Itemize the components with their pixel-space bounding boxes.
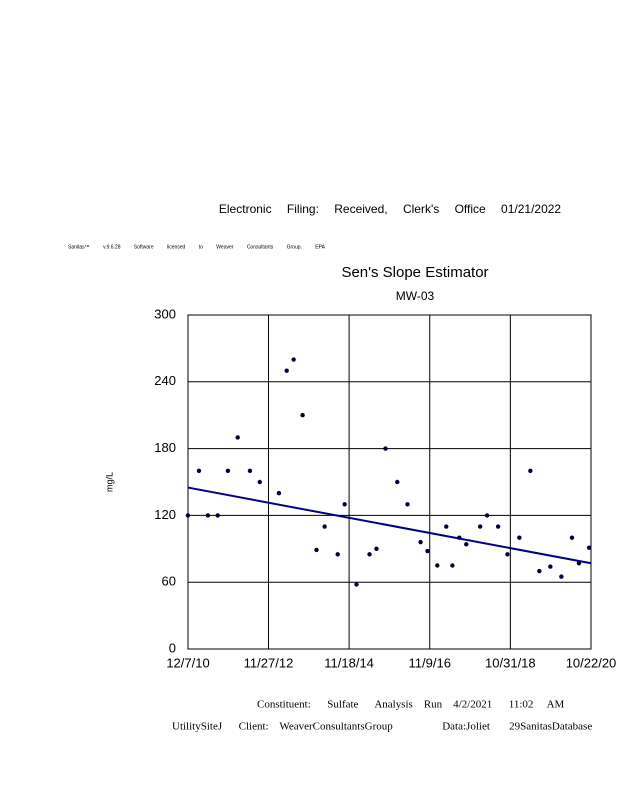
x-tick-label: 11/9/16	[409, 655, 451, 670]
data-point	[477, 524, 483, 529]
data-point	[517, 535, 522, 540]
data-point	[559, 574, 564, 579]
y-tick-label: 60	[162, 574, 176, 589]
data-point	[569, 535, 575, 540]
data-point	[528, 468, 533, 474]
data-point	[284, 368, 289, 373]
y-tick-label: 120	[154, 507, 176, 522]
x-tick-label: 10/31/18	[485, 655, 536, 670]
data-point	[383, 446, 388, 451]
data-point	[464, 542, 469, 547]
data-point	[225, 468, 231, 474]
filing-stamp: Electronic Filing: Received, Clerk's Off…	[219, 202, 562, 216]
data-point	[374, 546, 379, 551]
data-point	[314, 547, 319, 553]
data-point	[215, 513, 220, 518]
footer-line: UtilitySiteJ Client: WeaverConsultantsGr…	[172, 721, 592, 733]
data-point	[425, 548, 430, 554]
data-point	[367, 552, 372, 557]
x-tick-label: 11/27/12	[244, 655, 294, 670]
data-point	[205, 513, 211, 518]
data-point	[586, 545, 592, 550]
data-point	[444, 524, 449, 529]
data-point	[322, 524, 327, 529]
data-point	[300, 413, 305, 418]
software-note: Sanitas™ v.9.6.28 Software licensed to W…	[68, 244, 326, 250]
data-point	[505, 552, 510, 557]
data-point	[435, 563, 440, 568]
y-tick-label: 180	[154, 440, 176, 455]
data-point	[495, 524, 501, 529]
data-point	[185, 513, 191, 518]
data-point	[450, 563, 455, 568]
data-point	[196, 468, 202, 474]
data-point	[395, 479, 400, 485]
x-tick-label: 11/18/14	[324, 655, 374, 670]
data-point	[537, 568, 542, 574]
data-point	[354, 582, 359, 587]
trend-line	[187, 486, 592, 565]
data-point	[235, 435, 240, 440]
chart-title: Sen's Slope Estimator	[341, 264, 488, 281]
data-point	[247, 468, 253, 474]
data-point	[335, 552, 340, 557]
y-tick-label: 240	[154, 373, 176, 388]
x-tick-label: 12/7/10	[166, 655, 209, 670]
data-point	[418, 539, 423, 545]
chart-subtitle: MW-03	[396, 289, 435, 303]
y-axis-label: mg/L	[104, 472, 114, 492]
data-point	[257, 479, 262, 485]
y-tick-label: 0	[169, 640, 176, 655]
plot-frame	[187, 314, 592, 650]
x-tick-label: 10/22/20	[566, 655, 617, 670]
y-tick-label: 300	[154, 306, 176, 321]
data-point	[342, 502, 347, 507]
footer-line: Constituent: Sulfate Analysis Run 4/2/20…	[257, 699, 565, 711]
data-point	[291, 357, 296, 362]
data-point	[548, 564, 553, 569]
data-point	[484, 513, 490, 518]
data-point	[276, 490, 282, 496]
data-point	[405, 502, 410, 507]
